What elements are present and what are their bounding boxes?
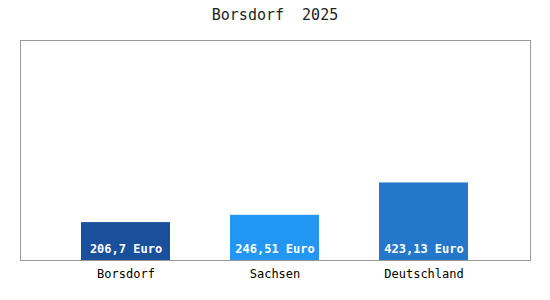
svg-text:Deutschland: Deutschland (384, 267, 463, 281)
svg-text:Sachsen: Sachsen (250, 267, 301, 281)
svg-text:206,7 Euro: 206,7 Euro (90, 242, 162, 256)
svg-text:Borsdorf: Borsdorf (97, 267, 155, 281)
svg-text:246,51 Euro: 246,51 Euro (235, 242, 314, 256)
html-text:Borsdorf 2025: Borsdorf 2025 (211, 6, 339, 24)
svg-text:423,13 Euro: 423,13 Euro (384, 242, 463, 256)
